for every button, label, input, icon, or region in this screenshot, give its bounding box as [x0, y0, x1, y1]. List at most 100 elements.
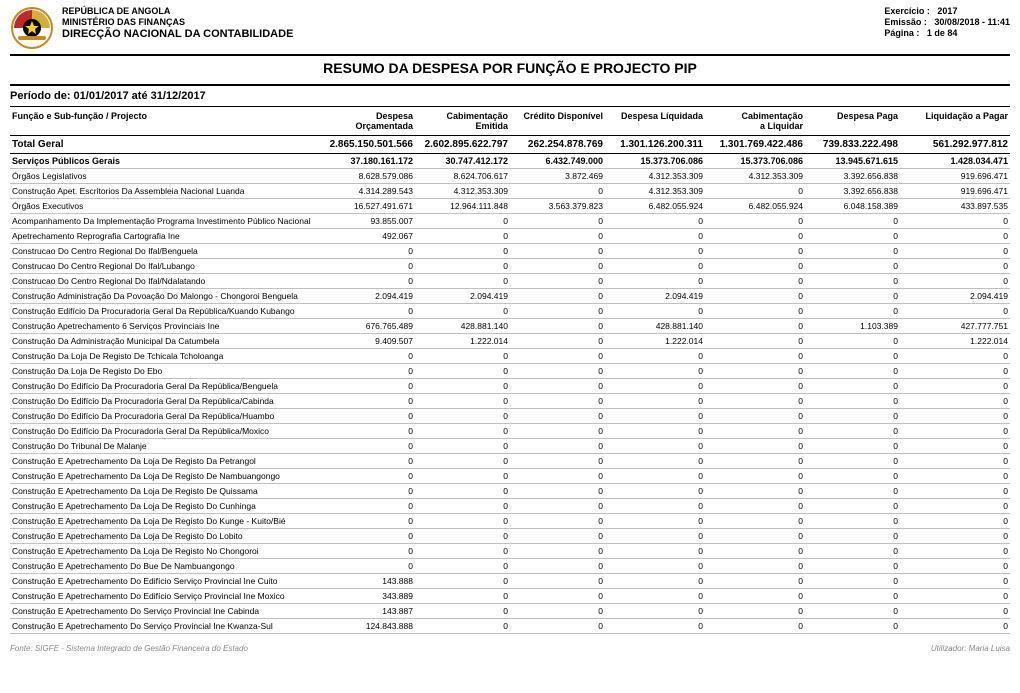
cell-value: 0 — [900, 559, 1010, 574]
table-row: Construção Do Edifício Da Procuradoria G… — [10, 424, 1010, 439]
cell-value: 0 — [320, 424, 415, 439]
report-title: RESUMO DA DESPESA POR FUNÇÃO E PROJECTO … — [10, 56, 1010, 80]
cell-value: 0 — [900, 409, 1010, 424]
cell-value: 0 — [605, 559, 705, 574]
cell-value: 0 — [705, 184, 805, 199]
cell-value: 343.889 — [320, 589, 415, 604]
cell-value: 0 — [900, 619, 1010, 634]
cell-value: 0 — [510, 274, 605, 289]
cell-value: 0 — [605, 574, 705, 589]
row-label: Construção Edifício Da Procuradoria Gera… — [10, 304, 320, 319]
table-row: Construção E Apetrechamento Do Serviço P… — [10, 619, 1010, 634]
cell-value: 0 — [320, 484, 415, 499]
cell-value: 0 — [705, 274, 805, 289]
cell-value: 0 — [805, 439, 900, 454]
cell-value: 0 — [510, 244, 605, 259]
cell-value: 0 — [510, 619, 605, 634]
cell-value: 0 — [705, 259, 805, 274]
cell-value: 0 — [705, 349, 805, 364]
cell-value: 0 — [900, 529, 1010, 544]
cell-value: 0 — [415, 379, 510, 394]
cell-value: 2.602.895.622.797 — [415, 136, 510, 154]
cell-value: 0 — [805, 469, 900, 484]
cell-value: 0 — [605, 379, 705, 394]
cell-value: 919.696.471 — [900, 184, 1010, 199]
cell-value: 0 — [805, 229, 900, 244]
cell-value: 0 — [705, 424, 805, 439]
cell-value: 0 — [510, 349, 605, 364]
cell-value: 0 — [415, 529, 510, 544]
cell-value: 6.048.158.389 — [805, 199, 900, 214]
cell-value: 1.301.769.422.486 — [705, 136, 805, 154]
cell-value: 0 — [705, 499, 805, 514]
cell-value: 0 — [605, 619, 705, 634]
cell-value: 0 — [415, 394, 510, 409]
cell-value: 0 — [900, 514, 1010, 529]
cell-value: 1.222.014 — [605, 334, 705, 349]
direccao-label: DIRECÇÃO NACIONAL DA CONTABILIDADE — [62, 28, 876, 40]
cell-value: 15.373.706.086 — [705, 154, 805, 169]
cell-value: 0 — [705, 364, 805, 379]
cell-value: 0 — [510, 259, 605, 274]
pagina-label: Página : — [884, 28, 919, 38]
row-label: Construção E Apetrechamento Do Edifício … — [10, 574, 320, 589]
row-label: Construcao Do Centro Regional Do Ifal/Nd… — [10, 274, 320, 289]
cell-value: 0 — [705, 244, 805, 259]
header-right: Exercício : 2017 Emissão : 30/08/2018 - … — [884, 6, 1010, 39]
cell-value: 0 — [900, 259, 1010, 274]
cell-value: 0 — [705, 439, 805, 454]
cell-value: 0 — [320, 454, 415, 469]
cell-value: 0 — [805, 424, 900, 439]
cell-value: 0 — [510, 544, 605, 559]
cell-value: 0 — [705, 574, 805, 589]
cell-value: 0 — [705, 214, 805, 229]
cell-value: 0 — [415, 274, 510, 289]
row-label: Construção Administração Da Povoação Do … — [10, 289, 320, 304]
cell-value: 0 — [605, 529, 705, 544]
cell-value: 0 — [415, 424, 510, 439]
table-row: Apetrechamento Reprografia Cartografia I… — [10, 229, 1010, 244]
row-label: Construção Do Edifício Da Procuradoria G… — [10, 394, 320, 409]
table-row: Construção Do Edifício Da Procuradoria G… — [10, 394, 1010, 409]
cell-value: 0 — [605, 604, 705, 619]
cell-value: 0 — [605, 259, 705, 274]
table-row: Construção E Apetrechamento Da Loja De R… — [10, 454, 1010, 469]
column-header: CabimentaçãoEmitida — [415, 107, 510, 136]
cell-value: 0 — [320, 259, 415, 274]
cell-value: 0 — [805, 454, 900, 469]
cell-value: 0 — [510, 289, 605, 304]
periodo-label: Período de: 01/01/2017 até 31/12/2017 — [10, 86, 1010, 107]
row-label: Total Geral — [10, 136, 320, 154]
cell-value: 0 — [320, 559, 415, 574]
cell-value: 3.392.656.838 — [805, 184, 900, 199]
table-row: Construção Da Loja De Registo Do Ebo0000… — [10, 364, 1010, 379]
cell-value: 0 — [605, 214, 705, 229]
cell-value: 0 — [510, 334, 605, 349]
cell-value: 0 — [605, 439, 705, 454]
cell-value: 433.897.535 — [900, 199, 1010, 214]
cell-value: 13.945.671.615 — [805, 154, 900, 169]
table-row: Construção Apetrechamento 6 Serviços Pro… — [10, 319, 1010, 334]
cell-value: 4.312.353.309 — [705, 169, 805, 184]
cell-value: 0 — [805, 589, 900, 604]
footer-user: Utilizador: Maria Luisa — [931, 644, 1010, 653]
table-row: Construcao Do Centro Regional Do Ifal/Nd… — [10, 274, 1010, 289]
table-row: Construção Do Tribunal De Malanje0000000 — [10, 439, 1010, 454]
table-row: Construção E Apetrechamento Da Loja De R… — [10, 514, 1010, 529]
cell-value: 0 — [415, 244, 510, 259]
cell-value: 0 — [900, 604, 1010, 619]
cell-value: 0 — [605, 469, 705, 484]
cell-value: 2.094.419 — [415, 289, 510, 304]
cell-value: 0 — [805, 559, 900, 574]
cell-value: 0 — [705, 514, 805, 529]
cell-value: 0 — [415, 499, 510, 514]
cell-value: 0 — [415, 229, 510, 244]
cell-value: 0 — [900, 244, 1010, 259]
cell-value: 0 — [805, 214, 900, 229]
cell-value: 2.094.419 — [900, 289, 1010, 304]
cell-value: 0 — [705, 469, 805, 484]
row-label: Construção Da Loja De Registo De Tchical… — [10, 349, 320, 364]
republica-label: REPÚBLICA DE ANGOLA — [62, 6, 876, 16]
cell-value: 0 — [510, 484, 605, 499]
row-label: Construção E Apetrechamento Da Loja De R… — [10, 499, 320, 514]
